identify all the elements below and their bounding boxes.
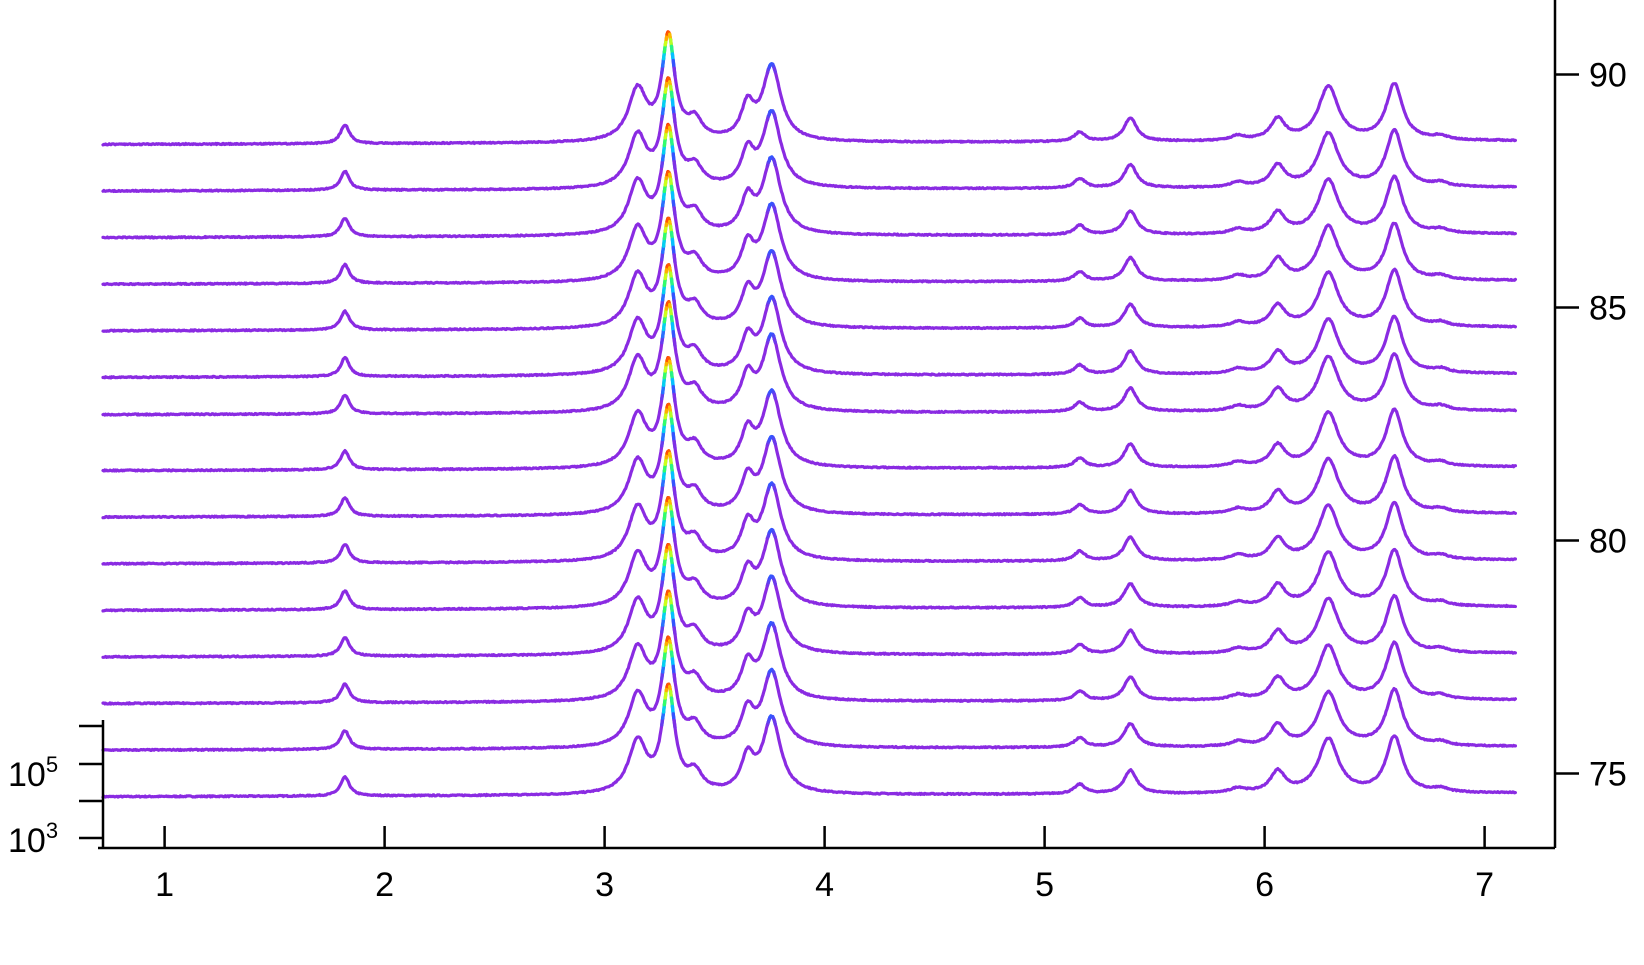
- trace-line: [101, 356, 1517, 473]
- trace-peak-segment: [672, 672, 677, 684]
- trace-peak-segment: [772, 337, 777, 344]
- trace-line: [101, 263, 1517, 380]
- trace-line: [101, 123, 1517, 240]
- left-y-tick-base: 10: [8, 756, 46, 794]
- trace-peak-segment: [772, 439, 777, 446]
- trace-line: [101, 589, 1517, 706]
- trace-peak-segment: [772, 392, 777, 401]
- trace-line: [101, 30, 1517, 147]
- trace-peak-segment: [672, 112, 677, 125]
- trace: [101, 122, 1517, 240]
- trace: [101, 402, 1517, 520]
- x-tick-label: 1: [155, 866, 174, 904]
- trace-peak-segment: [772, 253, 777, 260]
- trace-line: [101, 496, 1517, 613]
- trace: [101, 76, 1517, 193]
- trace-peak-segment: [672, 532, 677, 544]
- x-tick-label: 5: [1035, 866, 1054, 904]
- trace-peak-segment: [672, 299, 677, 311]
- trace-peak-segment: [672, 579, 677, 590]
- trace-line: [101, 402, 1517, 520]
- left-y-tick-exponent: 3: [46, 818, 58, 843]
- trace-peak-segment: [672, 253, 677, 264]
- trace-peak-segment: [772, 673, 777, 680]
- trace-line: [101, 682, 1517, 799]
- trace: [101, 682, 1517, 799]
- left-y-tick-exponent: 5: [46, 752, 58, 777]
- trace-peak-segment: [772, 67, 777, 74]
- x-tick-label: 4: [815, 866, 834, 904]
- x-tick-label: 3: [595, 866, 614, 904]
- trace-line: [101, 300, 1517, 417]
- trace: [101, 30, 1517, 147]
- trace-peak-segment: [672, 392, 677, 404]
- trace-peak-segment: [672, 159, 677, 171]
- trace-peak-segment: [772, 159, 777, 167]
- right-y-tick-label: 85: [1589, 290, 1627, 328]
- trace-peak-segment: [672, 486, 677, 497]
- trace-peak-segment: [672, 66, 677, 78]
- trace-peak-segment: [772, 206, 777, 214]
- trace-line: [101, 76, 1517, 193]
- trace-peak-segment: [772, 719, 777, 727]
- trace-line: [101, 216, 1517, 333]
- trace: [101, 356, 1517, 473]
- trace-line: [101, 449, 1517, 566]
- trace-peak-segment: [772, 112, 777, 120]
- trace-line: [101, 170, 1517, 287]
- trace: [101, 449, 1517, 566]
- left-y-ticks-group: 105 103: [8, 724, 103, 860]
- right-y-tick-label: 80: [1589, 522, 1627, 560]
- trace: [101, 496, 1517, 613]
- x-tick-label: 2: [375, 866, 394, 904]
- trace-peak-segment: [672, 626, 677, 636]
- trace-peak-segment: [772, 299, 777, 306]
- left-y-tick-base: 10: [8, 822, 46, 860]
- trace-peak-segment: [772, 625, 777, 633]
- left-y-tick-label: 103: [8, 818, 58, 860]
- traces-group: [101, 30, 1517, 799]
- trace-peak-segment: [672, 206, 677, 217]
- trace: [101, 543, 1517, 659]
- trace: [101, 216, 1517, 333]
- trace: [101, 169, 1517, 287]
- trace-peak-segment: [772, 486, 777, 493]
- x-tick-label: 7: [1475, 866, 1494, 904]
- trace: [101, 300, 1517, 417]
- x-ticks-group: 1 2 3 4 5 6 7: [155, 826, 1494, 904]
- trace-peak-segment: [772, 533, 777, 539]
- trace-line: [101, 635, 1517, 752]
- x-tick-label: 6: [1255, 866, 1274, 904]
- trace-peak-segment: [672, 337, 677, 348]
- left-y-tick-label: 105: [8, 752, 58, 794]
- right-y-tick-label: 90: [1589, 57, 1627, 95]
- right-y-ticks-group: 75 80 85 90: [1555, 57, 1627, 793]
- trace: [101, 589, 1517, 706]
- trace: [101, 263, 1517, 380]
- right-y-tick-label: 75: [1589, 755, 1627, 793]
- trace-peak-segment: [672, 439, 677, 450]
- trace-peak-segment: [672, 718, 677, 730]
- trace: [101, 635, 1517, 752]
- trace-peak-segment: [772, 579, 777, 586]
- trace-line: [101, 543, 1517, 659]
